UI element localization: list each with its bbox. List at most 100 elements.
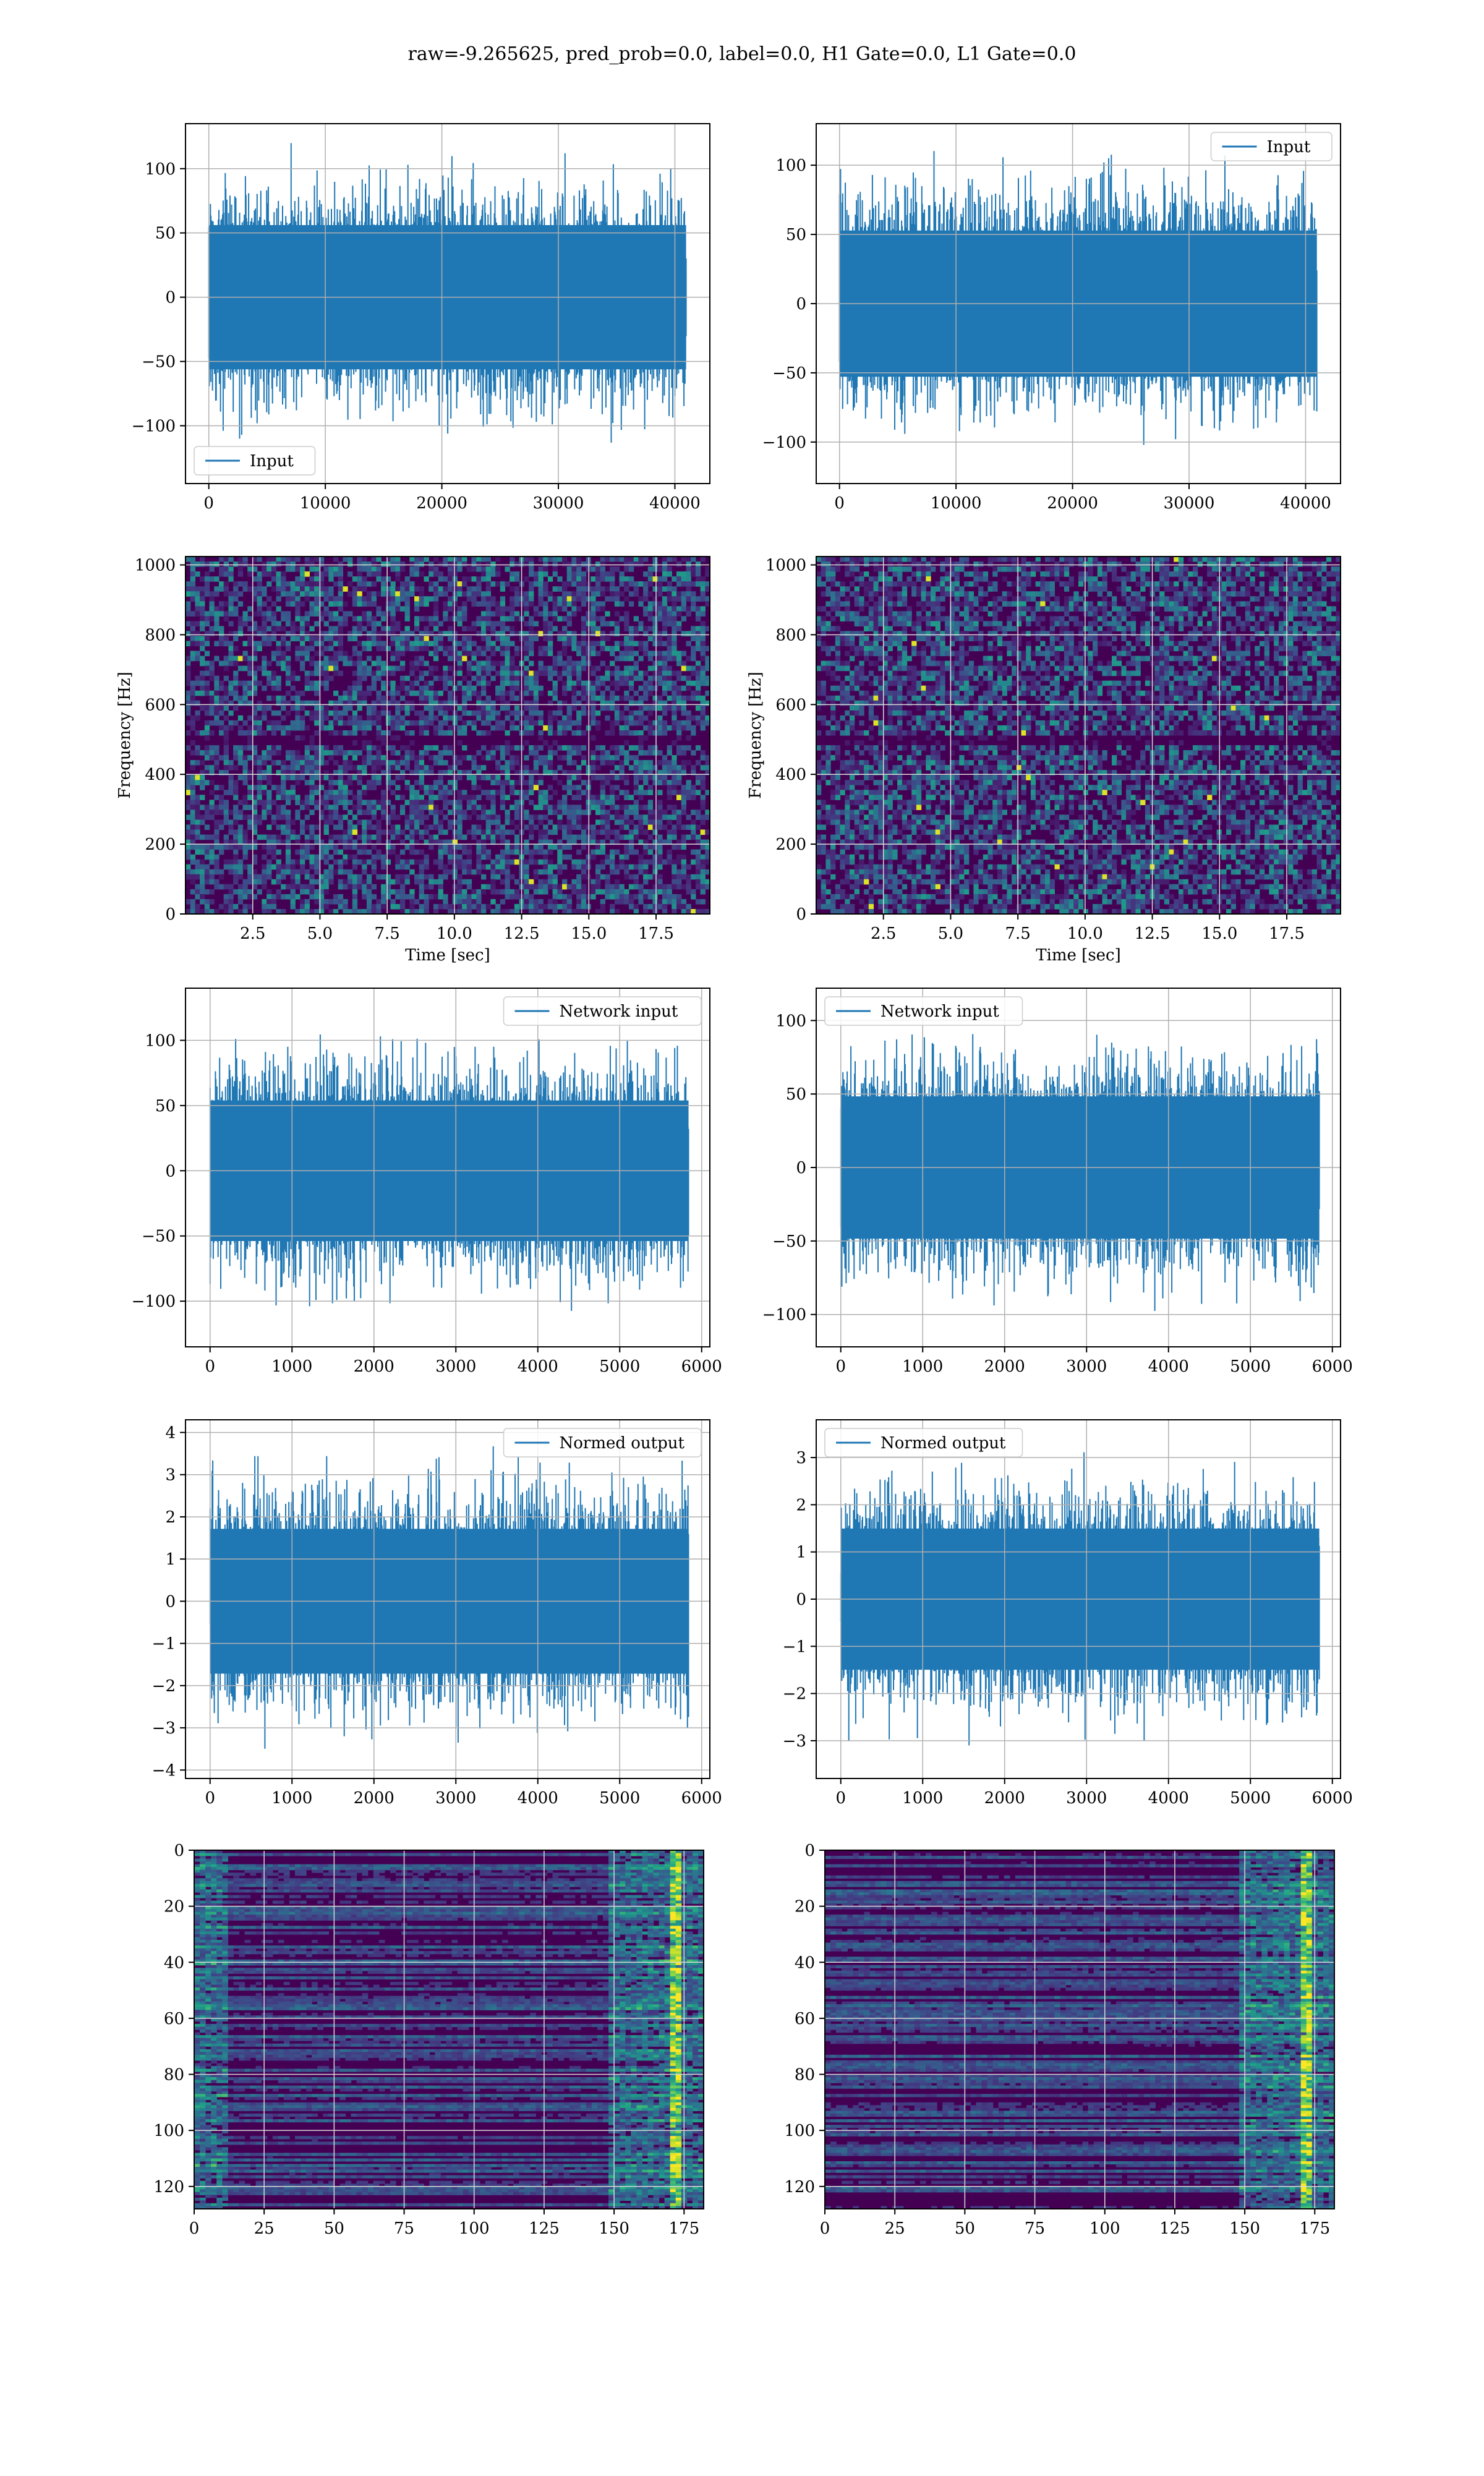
spectrogram-cell [419, 889, 424, 895]
spectrogram-cell [405, 820, 410, 826]
spectrogram-cell [348, 750, 352, 756]
spectrogram-cell [395, 591, 400, 597]
spectrogram-cell [591, 765, 595, 771]
spectrogram-cell [238, 631, 243, 636]
spectrogram-cell [562, 785, 567, 790]
spectrogram-cell [557, 676, 562, 681]
spectrogram-cell [190, 656, 195, 662]
spectrogram-cell [505, 860, 510, 865]
spectrogram-cell [386, 820, 391, 826]
spectrogram-cell [324, 631, 329, 636]
spectrogram-cell [462, 636, 467, 641]
spectrogram-cell [348, 686, 352, 691]
spectrogram-cell [481, 830, 486, 835]
spectrogram-cell [281, 586, 286, 592]
spectrogram-cell [457, 904, 462, 910]
spectrogram-cell [500, 596, 505, 602]
spectrogram-cell [205, 825, 210, 830]
spectrogram-cell [395, 686, 400, 691]
spectrogram-cell [372, 805, 377, 810]
spectrogram-cell [376, 656, 381, 662]
spectrogram-cell [233, 805, 238, 810]
spectrogram-cell [224, 884, 229, 890]
spectrogram-cell [324, 825, 329, 830]
spectrogram-cell [276, 725, 281, 731]
spectrogram-cell [591, 800, 595, 805]
spectrogram-cell [567, 561, 572, 567]
spectrogram-cell [638, 641, 643, 647]
spectrogram-cell [467, 879, 472, 885]
spectrogram-cell [539, 835, 544, 840]
spectrogram-cell [600, 696, 605, 701]
spectrogram-cell [386, 800, 391, 805]
spectrogram-cell [481, 805, 486, 810]
spectrogram-cell [571, 696, 576, 701]
spectrogram-cell [281, 825, 286, 830]
spectrogram-cell [634, 850, 639, 855]
spectrogram-cell [233, 676, 238, 681]
spectrogram-cell [591, 755, 595, 761]
spectrogram-cell [391, 636, 396, 641]
spectrogram-cell [529, 745, 534, 751]
spectrogram-cell [362, 576, 367, 582]
spectrogram-cell [262, 671, 267, 677]
spectrogram-cell [405, 780, 410, 785]
spectrogram-cell [333, 596, 338, 602]
spectrogram-cell [543, 561, 548, 567]
spectrogram-cell [357, 626, 362, 631]
spectrogram-cell [562, 586, 567, 592]
spectrogram-cell [490, 706, 495, 711]
spectrogram-cell [414, 830, 419, 835]
spectrogram-cell [438, 874, 443, 880]
spectrogram-cell [653, 666, 658, 672]
spectrogram-cell [333, 750, 338, 756]
spectrogram-cell [190, 621, 195, 626]
spectrogram-cell [295, 626, 300, 631]
spectrogram-cell [486, 711, 491, 716]
spectrogram-cell [605, 730, 610, 736]
spectrogram-cell [276, 621, 281, 626]
spectrogram-cell [210, 576, 215, 582]
spectrogram-cell [305, 850, 310, 855]
spectrogram-cell [453, 591, 458, 597]
spectrogram-cell [653, 765, 658, 771]
spectrogram-cell [581, 825, 586, 830]
spectrogram-cell [576, 889, 581, 895]
spectrogram-cell [681, 790, 686, 795]
spectrogram-cell [195, 730, 200, 736]
spectrogram-cell [391, 581, 396, 587]
spectrogram-cell [500, 611, 505, 617]
spectrogram-cell [662, 814, 667, 820]
spectrogram-cell [405, 626, 410, 631]
spectrogram-cell [676, 611, 681, 617]
spectrogram-cell [362, 557, 367, 562]
spectrogram-cell [562, 686, 567, 691]
spectrogram-cell [448, 860, 453, 865]
spectrogram-cell [595, 830, 600, 835]
spectrogram-cell [414, 596, 419, 602]
spectrogram-cell [667, 745, 672, 751]
spectrogram-cell [624, 740, 629, 746]
spectrogram-cell [271, 566, 276, 572]
spectrogram-cell [305, 656, 310, 662]
spectrogram-cell [443, 805, 448, 810]
spectrogram-cell [305, 557, 310, 562]
spectrogram-cell [214, 720, 219, 726]
spectrogram-cell [267, 790, 271, 795]
spectrogram-cell [662, 661, 667, 667]
spectrogram-cell [600, 636, 605, 641]
spectrogram-cell [629, 671, 634, 677]
spectrogram-cell [214, 696, 219, 701]
spectrogram-cell [686, 814, 691, 820]
spectrogram-cell [219, 696, 224, 701]
spectrogram-cell [457, 879, 462, 885]
spectrogram-cell [615, 706, 620, 711]
spectrogram-cell [433, 696, 438, 701]
spectrogram-cell [257, 596, 262, 602]
spectrogram-cell [338, 835, 343, 840]
spectrogram-cell [247, 626, 252, 631]
spectrogram-cell [591, 586, 595, 592]
spectrogram-cell [539, 581, 544, 587]
spectrogram-cell [448, 576, 453, 582]
spectrogram-cell [309, 864, 314, 870]
